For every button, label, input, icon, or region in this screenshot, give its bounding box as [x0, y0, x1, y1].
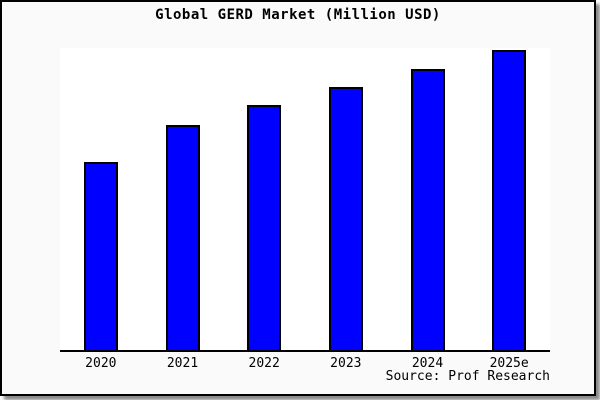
x-tick-label-2020: 2020	[85, 356, 117, 371]
bar-2025e	[492, 50, 527, 350]
bar-2023	[328, 87, 363, 350]
x-axis-labels: 2020 2021 2022 2023 2024 2025e	[2, 356, 594, 372]
chart-title: Global GERD Market (Million USD)	[155, 7, 441, 23]
x-tick-label-2023: 2023	[330, 356, 362, 371]
bar-2021	[165, 125, 200, 350]
x-tick-label-2021: 2021	[166, 356, 199, 371]
plot-area	[60, 48, 550, 352]
x-tick-label-2025e: 2025e	[489, 356, 529, 371]
bar-2020	[83, 162, 118, 350]
bar-2024	[410, 69, 445, 350]
source-note: Source: Prof Research	[385, 369, 550, 384]
x-tick-label-2024: 2024	[411, 356, 444, 371]
x-tick-label-2022: 2022	[248, 356, 280, 371]
bar-2022	[247, 105, 282, 350]
